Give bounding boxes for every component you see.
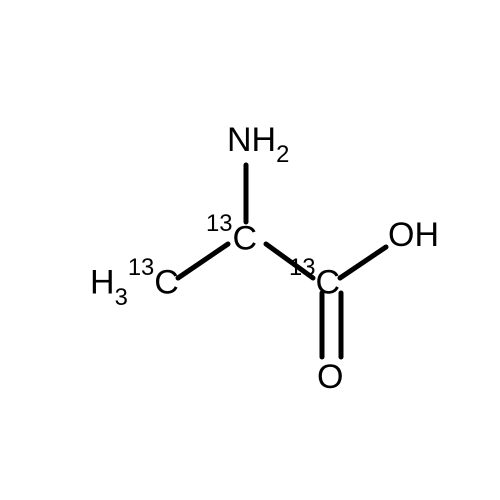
- label-c-center: 13C: [206, 216, 257, 258]
- text-h3-sub: 3: [115, 284, 128, 311]
- text-oh: OH: [388, 216, 439, 254]
- label-c-right: 13C: [289, 260, 340, 302]
- text-c13-3-sup: 13: [289, 254, 315, 281]
- text-c13-1: C: [154, 263, 179, 301]
- text-c13-3: C: [315, 263, 340, 301]
- label-oh: OH: [388, 216, 439, 255]
- text-o: O: [317, 358, 343, 396]
- label-h3c: H313C: [90, 260, 179, 308]
- text-c13-2: C: [232, 219, 257, 257]
- bond-line: [340, 247, 386, 278]
- label-o: O: [317, 358, 343, 397]
- text-h: H: [90, 263, 115, 301]
- text-nh2-sub: 2: [276, 141, 289, 168]
- text-nh2: NH: [227, 121, 276, 159]
- text-c13-1-sup: 13: [128, 254, 154, 281]
- text-c13-2-sup: 13: [206, 210, 232, 237]
- label-nh2: NH2: [227, 121, 289, 166]
